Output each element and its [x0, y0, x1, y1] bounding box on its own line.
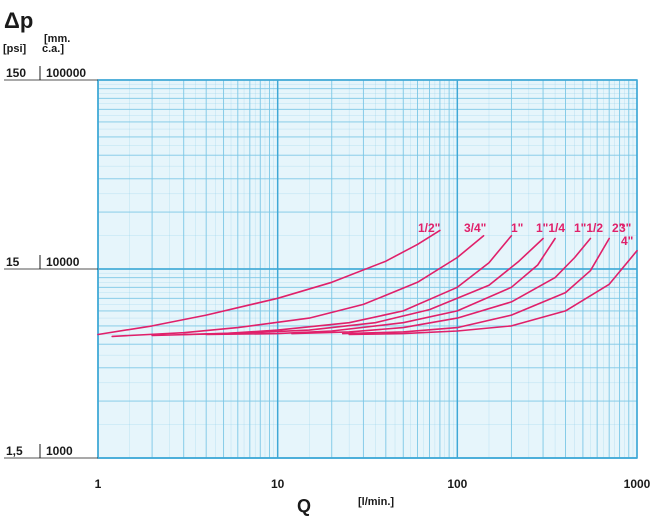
grid [97, 79, 638, 459]
y-axis-unit-psi: [psi] [3, 43, 27, 55]
x-tick-label: 1 [95, 477, 102, 491]
series-label: 3/4" [464, 221, 486, 235]
x-axis-symbol: Q [297, 496, 311, 516]
series-line [182, 237, 544, 336]
series-line [97, 229, 441, 336]
series-line [291, 237, 592, 335]
y-axis-unit-ca: c.a.] [42, 43, 64, 55]
series-label: 1"1/2 [574, 221, 603, 235]
series-line [205, 237, 556, 336]
series-label: 1/2" [418, 221, 440, 235]
y-tick-label-mmca: 100000 [46, 66, 86, 80]
axes: Δp [psi] [mm. c.a.] Q [l/min.] 150 100000… [3, 8, 651, 516]
series-line [341, 237, 610, 335]
series-label: 4" [621, 234, 633, 248]
y-tick-label-psi: 15 [6, 255, 20, 269]
series-label: 3" [619, 221, 631, 235]
series-line [348, 249, 638, 336]
series-label: 2" [612, 221, 624, 235]
y-tick-label-psi: 1,5 [6, 444, 23, 458]
y-tick-label-psi: 150 [6, 66, 26, 80]
series-lines [97, 229, 638, 338]
x-tick-label: 10 [271, 477, 285, 491]
x-tick-label: 1000 [624, 477, 651, 491]
series-label: 1"1/4 [536, 221, 565, 235]
y-axis-unit-mm: [mm. [44, 33, 70, 45]
y-tick-label-mmca: 1000 [46, 444, 73, 458]
x-tick-label: 100 [447, 477, 467, 491]
series-labels: 1/2" 3/4" 1" 1"1/4 1"1/2 2"3"4" [418, 221, 633, 248]
y-axis-symbol: Δp [4, 8, 33, 33]
x-axis-unit: [l/min.] [358, 496, 394, 508]
series-label: 1" [511, 221, 523, 235]
series-line [111, 234, 485, 338]
y-tick-label-mmca: 10000 [46, 255, 80, 269]
